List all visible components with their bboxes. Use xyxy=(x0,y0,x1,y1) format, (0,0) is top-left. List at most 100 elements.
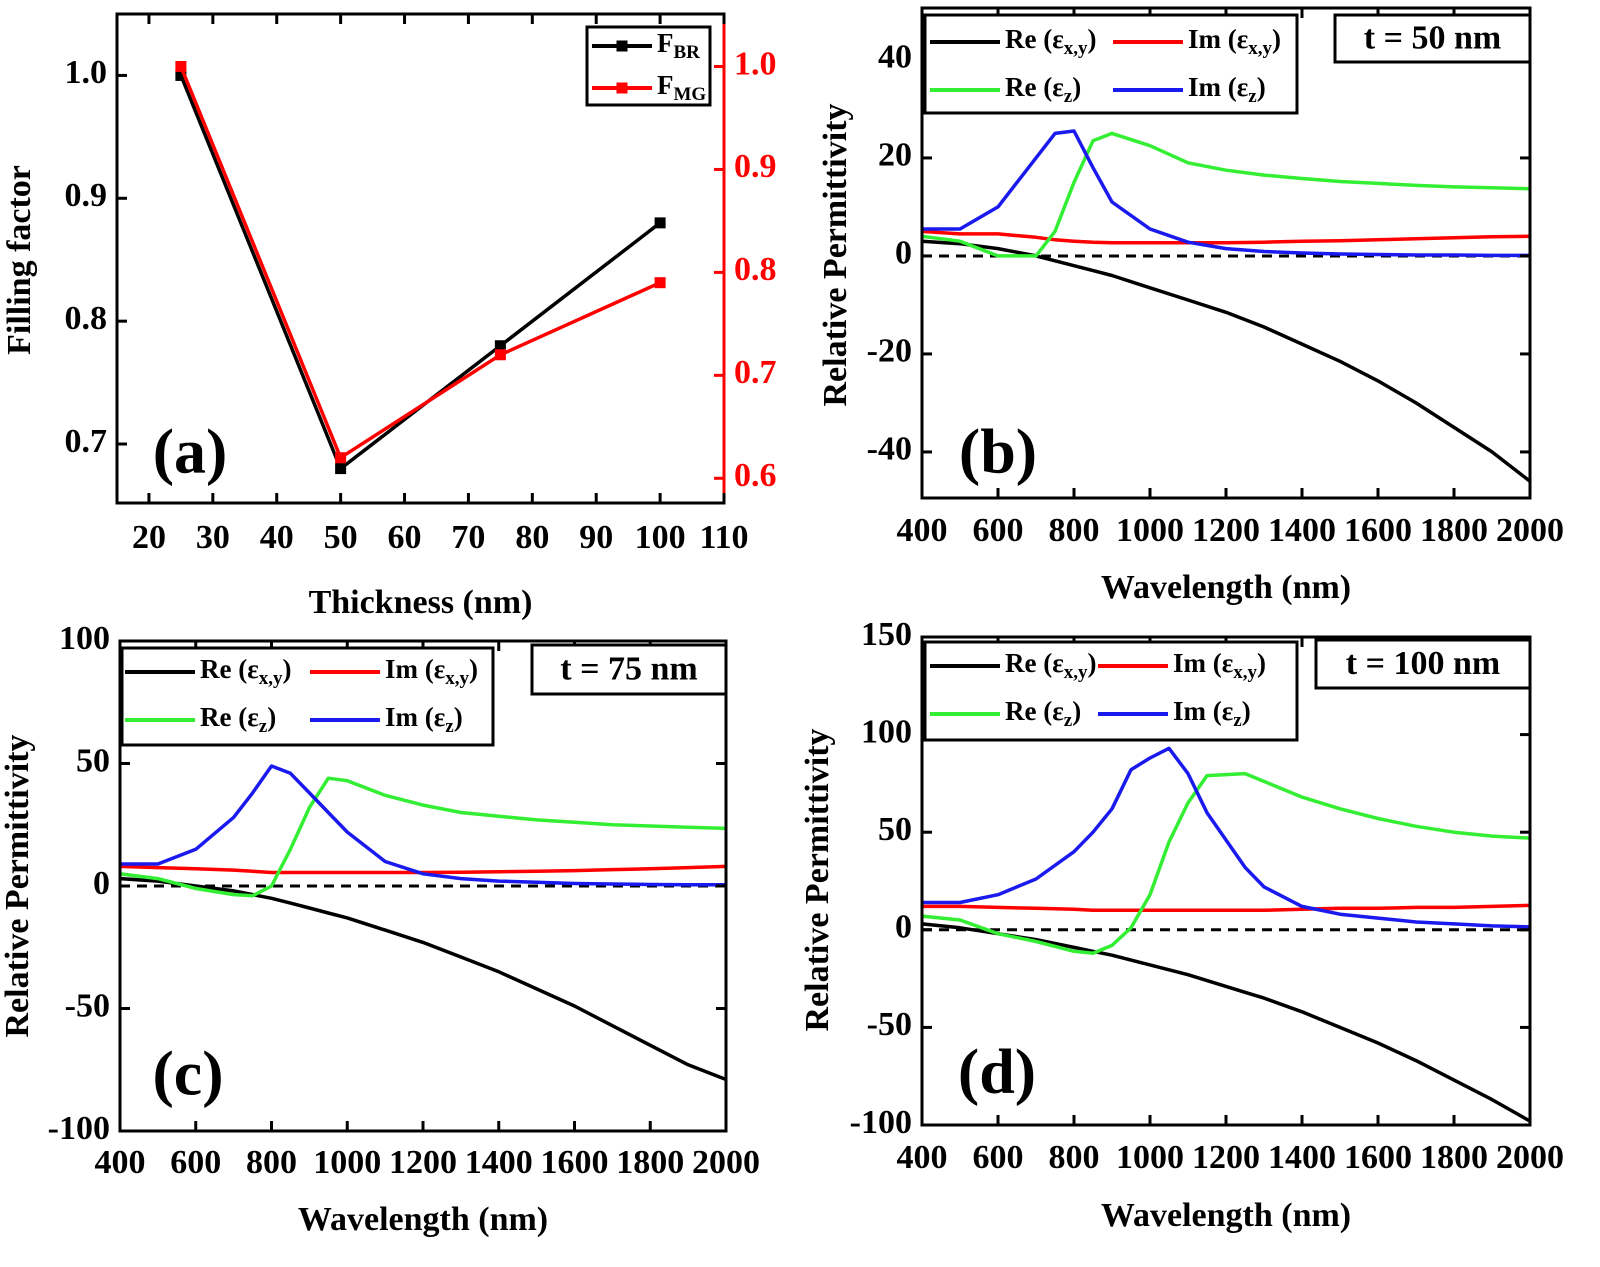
annotation-box xyxy=(1333,13,1532,64)
marker xyxy=(494,349,506,361)
series-line xyxy=(119,864,727,875)
x-tick-label: 400 xyxy=(897,512,948,549)
legend-text: BR xyxy=(674,42,701,63)
legend-marker xyxy=(616,40,628,52)
legend-text: ) xyxy=(1257,72,1266,102)
y-tick-label: 0 xyxy=(895,909,912,946)
series-line xyxy=(921,131,1531,258)
y2-tick-label: 1.0 xyxy=(734,45,777,82)
legend-text: ) xyxy=(283,654,292,684)
legend-label: Re (εx,y) xyxy=(1005,648,1097,683)
legend-text: Im (ε xyxy=(1173,648,1233,678)
series-line xyxy=(179,74,662,471)
y-tick-label: 50 xyxy=(76,742,110,779)
legend-text: x,y xyxy=(1233,662,1257,683)
series-line xyxy=(921,922,1531,1123)
legend-label: Im (εx,y) xyxy=(1188,24,1281,59)
legend-text: Im (ε xyxy=(1188,24,1248,54)
x-axis-title: Wavelength (nm) xyxy=(1101,1197,1351,1234)
panel-label: (d) xyxy=(958,1036,1036,1107)
x-tick-label: 1800 xyxy=(1420,1139,1488,1176)
y-tick-label: -100 xyxy=(48,1110,110,1147)
legend-label: FBR xyxy=(657,28,700,63)
legend-text: z xyxy=(1064,86,1073,107)
y-tick-label: 0 xyxy=(93,865,110,902)
legend-label: FMG xyxy=(657,70,706,105)
annotation-box xyxy=(530,643,728,696)
series-line xyxy=(921,229,1531,245)
y-axis-title: Relative Permittivity xyxy=(0,734,36,1037)
panel-label: (a) xyxy=(153,416,228,487)
y-tick-label: -50 xyxy=(867,1006,912,1043)
panel: 400 600 800 1000 1200 1400 1600 1800 2000-100-50… xyxy=(0,620,760,1238)
y-tick-label: 1.0 xyxy=(65,54,108,91)
legend-text: ) xyxy=(1072,696,1081,726)
legend-text: F xyxy=(657,70,674,100)
x-tick-label: 1200 xyxy=(389,1144,457,1181)
y-tick-label: 0 xyxy=(895,235,912,272)
legend-text: x,y xyxy=(259,668,283,689)
x-tick-label: 800 xyxy=(1049,512,1100,549)
y-tick-label: -50 xyxy=(65,987,110,1024)
legend-text: Im (ε xyxy=(1188,72,1248,102)
y-tick-label: 100 xyxy=(59,620,110,657)
legend-label: Im (εz) xyxy=(385,702,463,737)
y-tick-label: 20 xyxy=(878,137,912,174)
y-tick-label: -40 xyxy=(867,431,912,468)
x-tick-label: 1400 xyxy=(465,1144,533,1181)
series-line xyxy=(922,746,1531,929)
x-tick-label: 1600 xyxy=(1344,512,1412,549)
legend-label: Im (εx,y) xyxy=(1173,648,1266,683)
legend-text: Im (ε xyxy=(1173,696,1233,726)
legend-text: ) xyxy=(1072,72,1081,102)
legend-text: F xyxy=(657,28,674,58)
x-tick-label: 1600 xyxy=(541,1144,609,1181)
legend-label: Re (εx,y) xyxy=(200,654,292,689)
marker xyxy=(335,452,347,464)
legend-text: x,y xyxy=(1064,38,1088,59)
x-tick-label: 20 xyxy=(132,519,166,556)
panel-label: (c) xyxy=(152,1038,223,1109)
legend-text: z xyxy=(1064,710,1073,731)
marker xyxy=(654,217,666,229)
x-tick-label: 2000 xyxy=(1496,512,1564,549)
y-tick-label: 100 xyxy=(861,713,912,750)
series-line xyxy=(922,129,1530,258)
x-tick-label: 400 xyxy=(897,1139,948,1176)
x-tick-label: 600 xyxy=(973,1139,1024,1176)
legend-text: Re (ε xyxy=(200,702,259,732)
series-line xyxy=(921,771,1531,955)
legend-text: ) xyxy=(1088,648,1097,678)
y-tick-label: 150 xyxy=(861,616,912,653)
y-axis-title: Relative Permittivity xyxy=(799,728,836,1031)
x-tick-label: 2000 xyxy=(1496,1139,1564,1176)
legend-text: MG xyxy=(674,84,707,105)
y-tick-label: 0.8 xyxy=(65,300,108,337)
panel: 20 30 40 50 60 70 80 90 100 110 0.7 0.8 0.9 1.0 0.6 0.7… xyxy=(1,12,777,621)
legend-text: Im (ε xyxy=(385,654,445,684)
x-axis-title: Wavelength (nm) xyxy=(1101,569,1351,606)
y2-tick-label: 0.8 xyxy=(734,251,777,288)
legend-text: x,y xyxy=(445,668,469,689)
x-tick-label: 2000 xyxy=(692,1144,760,1181)
legend-label: Re (εz) xyxy=(1005,72,1081,107)
legend-label: Im (εx,y) xyxy=(385,654,478,689)
series-line xyxy=(922,903,1531,913)
x-tick-label: 800 xyxy=(246,1144,297,1181)
legend-text: z xyxy=(1248,86,1257,107)
x-tick-label: 800 xyxy=(1049,1139,1100,1176)
x-tick-label: 400 xyxy=(95,1144,146,1181)
legend-box xyxy=(585,25,712,107)
x-tick-label: 100 xyxy=(635,519,686,556)
y-tick-label: 50 xyxy=(878,811,912,848)
legend-label: Im (εz) xyxy=(1188,72,1266,107)
panel: 400 600 800 1000 1200 1400 1600 1800 2000-100-50… xyxy=(799,616,1564,1234)
x-tick-label: 1400 xyxy=(1268,512,1336,549)
x-axis-title: Thickness (nm) xyxy=(309,584,533,621)
marker xyxy=(335,463,347,475)
legend-text: ) xyxy=(454,702,463,732)
annotation: t = 100 nm xyxy=(1346,645,1500,682)
annotation-box xyxy=(1314,638,1532,690)
x-tick-label: 1000 xyxy=(1116,1139,1184,1176)
